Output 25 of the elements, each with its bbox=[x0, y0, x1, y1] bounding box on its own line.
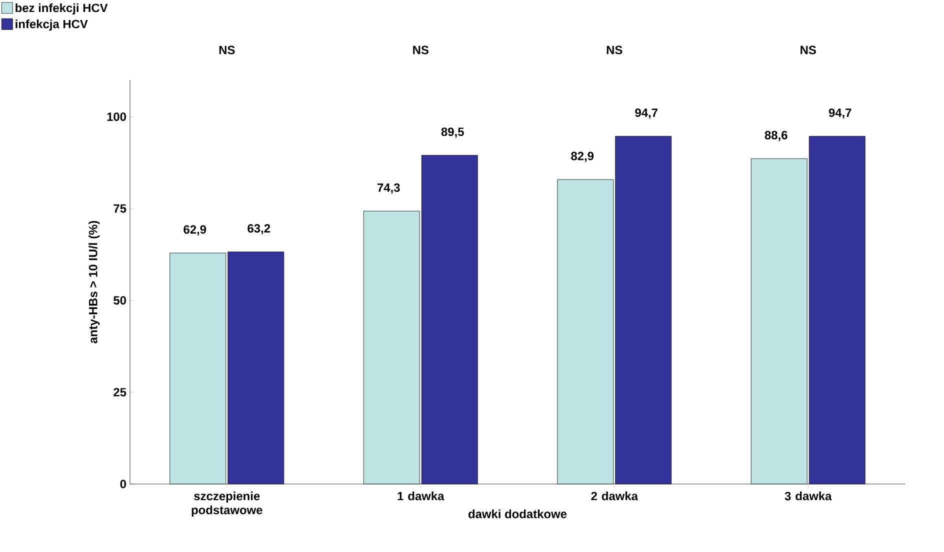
y-axis-title: anty-HBs > 10 IU/l (%) bbox=[88, 220, 100, 344]
y-tick-label: 0 bbox=[120, 480, 126, 488]
data-label: 94,7 bbox=[635, 108, 658, 119]
text: NS bbox=[413, 46, 428, 54]
y-tick-label: 50 bbox=[114, 296, 126, 305]
data-label: 74,3 bbox=[378, 183, 400, 194]
y-tick-label: 100 bbox=[107, 112, 126, 121]
text: NS bbox=[219, 46, 235, 54]
legend-label: bez infekcji HCV bbox=[16, 3, 108, 15]
x-tick-label: 1 dawka bbox=[398, 492, 444, 500]
data-label: 62,9 bbox=[184, 225, 206, 236]
x-tick-label: 3 dawka bbox=[784, 492, 832, 500]
y-tick-label: 25 bbox=[114, 388, 126, 396]
x-axis-title: dawki dodatkowe bbox=[468, 509, 567, 518]
x-tick-label: szczepienie podstawowe bbox=[192, 492, 262, 517]
text: NS bbox=[606, 46, 622, 54]
data-label: 94,7 bbox=[828, 108, 852, 119]
legend-label: infekcja HCV bbox=[16, 20, 88, 31]
data-label: 63,2 bbox=[248, 224, 270, 234]
y-tick-label: 75 bbox=[114, 204, 126, 213]
x-tick-label: 2 dawka bbox=[591, 492, 638, 500]
data-label: 82,9 bbox=[571, 152, 594, 162]
data-label: 89,5 bbox=[441, 128, 464, 138]
text: NS bbox=[800, 46, 816, 54]
data-label: 88,6 bbox=[764, 130, 788, 142]
